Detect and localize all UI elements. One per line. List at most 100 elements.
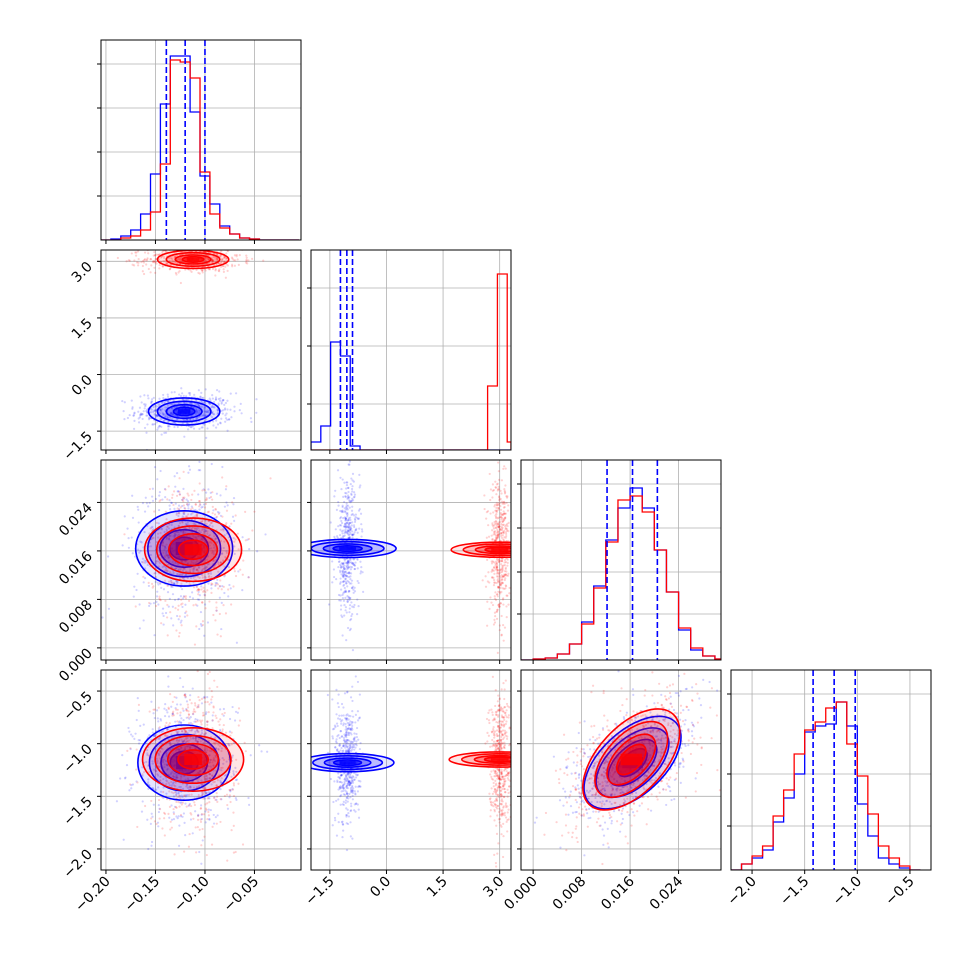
sample-point bbox=[338, 599, 341, 602]
sample-point bbox=[215, 582, 219, 585]
sample-point bbox=[150, 844, 153, 847]
sample-point bbox=[221, 728, 224, 731]
y-tick-label: −1.0 bbox=[60, 741, 95, 776]
sample-point bbox=[344, 577, 347, 581]
sample-point bbox=[169, 773, 172, 776]
sample-point bbox=[503, 489, 506, 493]
sample-point bbox=[137, 261, 140, 264]
sample-point bbox=[222, 398, 225, 402]
sample-point bbox=[181, 515, 184, 518]
sample-point bbox=[182, 595, 186, 598]
sample-point bbox=[180, 560, 183, 563]
sample-point bbox=[185, 709, 188, 712]
sample-point bbox=[155, 733, 158, 736]
sample-point bbox=[181, 561, 184, 564]
sample-point bbox=[221, 476, 224, 479]
sample-point bbox=[229, 392, 232, 395]
sample-point bbox=[171, 714, 174, 717]
sample-point bbox=[338, 560, 341, 563]
sample-point bbox=[167, 428, 170, 431]
sample-point bbox=[351, 789, 354, 792]
sample-point bbox=[186, 428, 190, 431]
sample-point bbox=[125, 260, 128, 263]
sample-point bbox=[164, 759, 168, 763]
sample-point bbox=[347, 595, 350, 599]
sample-point bbox=[512, 617, 514, 619]
sample-point bbox=[209, 758, 212, 762]
sample-point bbox=[179, 746, 182, 749]
sample-point bbox=[150, 812, 153, 815]
sample-point bbox=[229, 790, 232, 793]
sample-point bbox=[346, 561, 349, 564]
sample-point bbox=[167, 685, 170, 688]
sample-point bbox=[191, 507, 194, 510]
sample-point bbox=[216, 423, 220, 426]
sample-point bbox=[155, 560, 158, 563]
sample-point bbox=[168, 790, 171, 793]
panel-border bbox=[730, 669, 932, 871]
sample-point bbox=[180, 619, 183, 622]
sample-point bbox=[172, 260, 175, 263]
sample-point bbox=[502, 510, 505, 513]
sample-point bbox=[162, 758, 166, 761]
sample-point bbox=[344, 517, 347, 520]
y-tick-label: 0.008 bbox=[56, 597, 96, 637]
sample-point bbox=[183, 512, 186, 515]
sample-point bbox=[351, 562, 354, 565]
sample-point bbox=[505, 585, 508, 588]
sample-point bbox=[492, 576, 495, 579]
sample-point bbox=[217, 269, 220, 272]
sample-point bbox=[142, 581, 145, 584]
scatter-panel-1-0 bbox=[116, 250, 265, 450]
sample-point bbox=[341, 504, 344, 507]
sample-point bbox=[203, 797, 206, 800]
sample-point bbox=[230, 775, 233, 778]
sample-point bbox=[158, 597, 161, 600]
sample-point bbox=[135, 261, 139, 264]
sample-point bbox=[209, 399, 212, 402]
sample-point bbox=[212, 413, 215, 416]
sample-point bbox=[150, 398, 154, 401]
sample-point bbox=[184, 730, 187, 733]
sample-point bbox=[163, 260, 166, 263]
sample-point bbox=[346, 575, 349, 578]
sample-point bbox=[196, 527, 199, 531]
sample-point bbox=[343, 534, 346, 537]
sample-point bbox=[131, 552, 134, 555]
sample-point bbox=[353, 586, 356, 589]
sample-point bbox=[198, 272, 201, 275]
sample-point bbox=[182, 529, 185, 533]
sample-point bbox=[213, 758, 216, 761]
sample-point bbox=[166, 767, 169, 770]
sample-point bbox=[177, 635, 181, 638]
sample-point bbox=[151, 487, 154, 490]
sample-point bbox=[175, 793, 178, 796]
sample-point bbox=[217, 720, 220, 723]
sample-point bbox=[152, 712, 155, 715]
sample-point bbox=[350, 586, 354, 589]
sample-point bbox=[180, 721, 183, 724]
sample-point bbox=[346, 585, 349, 588]
sample-point bbox=[341, 510, 345, 514]
sample-point bbox=[169, 416, 172, 419]
sample-point bbox=[189, 746, 192, 749]
sample-point bbox=[501, 557, 504, 560]
sample-point bbox=[162, 393, 165, 397]
sample-point bbox=[199, 807, 203, 810]
sample-point bbox=[220, 417, 223, 420]
sample-point bbox=[244, 750, 247, 753]
sample-point bbox=[175, 513, 178, 516]
sample-point bbox=[201, 783, 205, 786]
sample-point bbox=[499, 513, 502, 516]
sample-point bbox=[487, 535, 491, 538]
sample-point bbox=[188, 468, 192, 471]
sample-point bbox=[341, 569, 344, 573]
sample-point bbox=[197, 598, 201, 601]
sample-point bbox=[502, 538, 505, 541]
sample-point bbox=[199, 820, 203, 823]
sample-point bbox=[196, 410, 199, 413]
sample-point bbox=[176, 703, 179, 706]
sample-point bbox=[347, 518, 350, 521]
sample-point bbox=[170, 403, 173, 406]
sample-point bbox=[341, 634, 344, 637]
